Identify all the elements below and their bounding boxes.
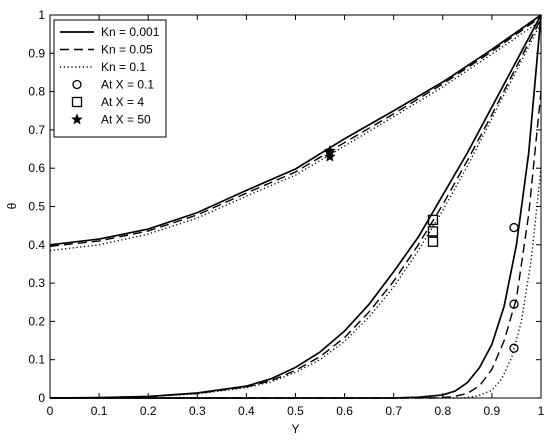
- legend-label: At X = 4: [101, 95, 144, 109]
- legend-box: [53, 19, 167, 138]
- y-tick-label: 0.3: [28, 276, 45, 290]
- square-marker: [427, 214, 439, 226]
- curve-kn-0.05-x-50: [49, 16, 542, 248]
- y-tick-label: 0.8: [28, 85, 45, 99]
- y-tick-label: 0.6: [28, 161, 45, 175]
- y-tick-label: 0: [38, 391, 45, 405]
- ticks: 0 0.1 0.2 0.3 0.4 0.5 0.6 0.7 0.8 0.9 1 0 0.1 0.2 0.3 0…: [28, 8, 544, 418]
- x-tick-label: 0.7: [385, 404, 402, 418]
- square-marker: [427, 226, 439, 237]
- y-tick-label: 0.5: [28, 200, 45, 214]
- x-tick-label: 0.3: [189, 404, 206, 418]
- legend-star-marker: [71, 113, 83, 125]
- circle-marker: [509, 343, 519, 353]
- x-axis-label: Y: [291, 422, 299, 436]
- square-marker: [427, 236, 439, 247]
- legend-label: Kn = 0.1: [101, 60, 146, 74]
- curve-kn-0.05-x-4: [49, 18, 542, 399]
- y-tick-label: 1: [38, 8, 45, 22]
- y-tick-label: 0.7: [28, 123, 45, 137]
- circle-marker: [509, 299, 519, 309]
- x-tick-label: 0.2: [140, 404, 157, 418]
- markers: [324, 144, 519, 353]
- legend-label: At X = 50: [101, 113, 151, 127]
- y-tick-label: 0.2: [28, 314, 45, 328]
- x-tick-label: 0.9: [484, 404, 501, 418]
- x-tick-label: 1: [538, 404, 545, 418]
- legend-circle-marker: [72, 79, 82, 90]
- legend-label: At X = 0.1: [101, 78, 154, 92]
- legend-square-marker: [71, 96, 83, 108]
- curve-kn-0.001-x-50: [49, 14, 542, 246]
- x-tick-label: 0.8: [434, 404, 451, 418]
- x-tick-label: 0.1: [91, 404, 108, 418]
- y-tick-label: 0.4: [28, 238, 45, 252]
- circle-marker: [509, 222, 519, 233]
- y-tick-label: 0.9: [28, 46, 45, 60]
- legend-label: Kn = 0.001: [101, 25, 160, 39]
- curve-kn-0.1-x-50: [49, 20, 542, 252]
- x-tick-label: 0.6: [336, 404, 353, 418]
- y-tick-label: 0.1: [28, 353, 45, 367]
- x-tick-label: 0.4: [238, 404, 255, 418]
- legend-label: Kn = 0.05: [101, 43, 153, 57]
- y-axis-label: θ: [5, 202, 19, 209]
- legend: Kn = 0.001 Kn = 0.05 Kn = 0.1 At X = 0.1 At …: [53, 19, 167, 138]
- x-tick-label: 0.5: [287, 404, 304, 418]
- star-marker: [324, 150, 336, 162]
- x-tick-label: 0: [47, 404, 54, 418]
